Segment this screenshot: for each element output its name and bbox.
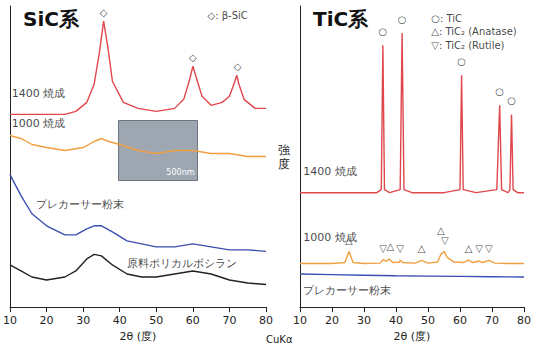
svg-text:2θ (度): 2θ (度) xyxy=(394,330,431,343)
svg-text:○: ○ xyxy=(495,86,504,97)
svg-text:40: 40 xyxy=(389,314,403,327)
svg-text:△: △ xyxy=(465,243,473,254)
svg-text:△: △ xyxy=(386,241,394,252)
svg-text:70: 70 xyxy=(222,314,236,327)
svg-text:△: △ xyxy=(345,235,353,246)
svg-text:強: 強 xyxy=(278,143,290,157)
svg-text:CuKα: CuKα xyxy=(266,334,293,345)
svg-text:△: △ xyxy=(437,225,445,236)
svg-text:30: 30 xyxy=(76,314,90,327)
svg-text:度: 度 xyxy=(278,157,290,171)
svg-text:○: ○ xyxy=(507,95,516,106)
svg-text:○: TiC: ○: TiC xyxy=(431,13,462,24)
svg-text:◇: ◇ xyxy=(189,52,197,63)
svg-text:1400 焼成: 1400 焼成 xyxy=(12,87,66,100)
svg-text:▽: TiC₂ (Rutile): ▽: TiC₂ (Rutile) xyxy=(431,40,504,51)
svg-text:10: 10 xyxy=(3,314,17,327)
svg-text:△: △ xyxy=(418,243,426,254)
svg-text:TiC系: TiC系 xyxy=(313,7,369,31)
svg-text:20: 20 xyxy=(325,314,339,327)
svg-text:10: 10 xyxy=(293,314,307,327)
svg-text:◇: β-SiC: ◇: β-SiC xyxy=(207,10,247,21)
svg-text:2θ (度): 2θ (度) xyxy=(120,330,157,343)
svg-text:50: 50 xyxy=(421,314,435,327)
svg-text:60: 60 xyxy=(186,314,200,327)
svg-text:20: 20 xyxy=(40,314,54,327)
svg-text:プレカーサー粉末: プレカーサー粉末 xyxy=(36,198,124,211)
svg-text:○: ○ xyxy=(398,14,407,25)
svg-text:1000 焼成: 1000 焼成 xyxy=(303,231,357,245)
svg-text:1000 焼成: 1000 焼成 xyxy=(12,117,66,130)
svg-text:80: 80 xyxy=(259,314,273,327)
svg-text:△: TiC₂ (Anatase): △: TiC₂ (Anatase) xyxy=(431,26,517,37)
svg-text:40: 40 xyxy=(113,314,127,327)
svg-text:▽: ▽ xyxy=(485,243,493,254)
svg-text:原料ポリカルボシラン: 原料ポリカルボシラン xyxy=(127,257,237,270)
svg-text:▽: ▽ xyxy=(396,243,404,254)
svg-text:60: 60 xyxy=(453,314,467,327)
svg-text:70: 70 xyxy=(485,314,499,327)
svg-text:◇: ◇ xyxy=(100,7,108,18)
svg-text:50: 50 xyxy=(149,314,163,327)
svg-text:30: 30 xyxy=(357,314,371,327)
svg-text:◇: ◇ xyxy=(234,61,242,72)
svg-text:プレカーサー粉末: プレカーサー粉末 xyxy=(303,284,391,297)
svg-text:○: ○ xyxy=(457,56,466,67)
svg-text:80: 80 xyxy=(517,314,531,327)
svg-text:▽: ▽ xyxy=(441,235,449,246)
svg-text:SiC系: SiC系 xyxy=(23,7,80,31)
svg-text:1400 焼成: 1400 焼成 xyxy=(303,165,357,178)
svg-text:▽: ▽ xyxy=(475,243,483,254)
svg-text:500nm: 500nm xyxy=(166,168,194,177)
svg-text:○: ○ xyxy=(379,26,388,37)
